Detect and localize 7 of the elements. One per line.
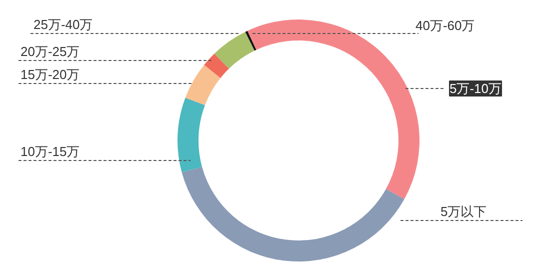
slice-label: 25万-40万 xyxy=(34,17,93,32)
slice-label: 40万-60万 xyxy=(416,18,475,33)
slice-label: 10万-15万 xyxy=(20,144,80,159)
slice-label: 5万-10万 xyxy=(450,81,502,96)
slice-label: 20万-25万 xyxy=(20,44,80,59)
slice-label: 15万-20万 xyxy=(20,67,80,82)
slice-label: 5万以下 xyxy=(440,204,487,219)
